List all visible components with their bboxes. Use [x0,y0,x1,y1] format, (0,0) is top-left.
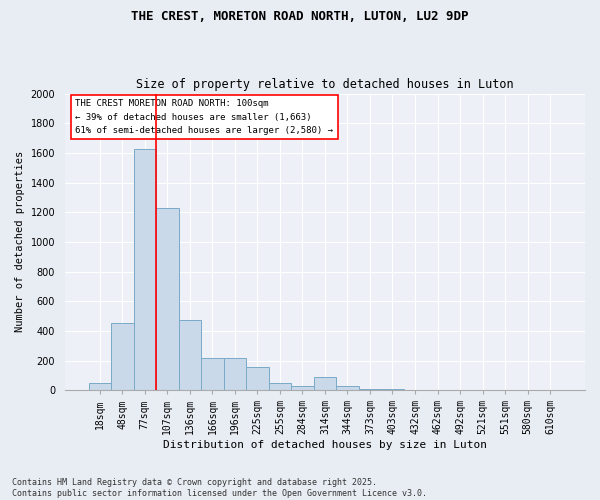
Bar [291,386,314,390]
Bar [111,324,134,390]
Bar [134,149,156,390]
Text: THE CREST MORETON ROAD NORTH: 100sqm
← 39% of detached houses are smaller (1,663: THE CREST MORETON ROAD NORTH: 100sqm ← 3… [76,100,334,135]
Bar [201,358,224,390]
Bar [314,377,336,390]
X-axis label: Distribution of detached houses by size in Luton: Distribution of detached houses by size … [163,440,487,450]
Bar [246,367,269,390]
Y-axis label: Number of detached properties: Number of detached properties [15,151,25,332]
Bar [336,386,359,390]
Text: Contains HM Land Registry data © Crown copyright and database right 2025.
Contai: Contains HM Land Registry data © Crown c… [12,478,427,498]
Bar [89,383,111,390]
Bar [156,208,179,390]
Text: THE CREST, MORETON ROAD NORTH, LUTON, LU2 9DP: THE CREST, MORETON ROAD NORTH, LUTON, LU… [131,10,469,23]
Bar [269,384,291,390]
Bar [179,320,201,390]
Title: Size of property relative to detached houses in Luton: Size of property relative to detached ho… [136,78,514,91]
Bar [224,358,246,390]
